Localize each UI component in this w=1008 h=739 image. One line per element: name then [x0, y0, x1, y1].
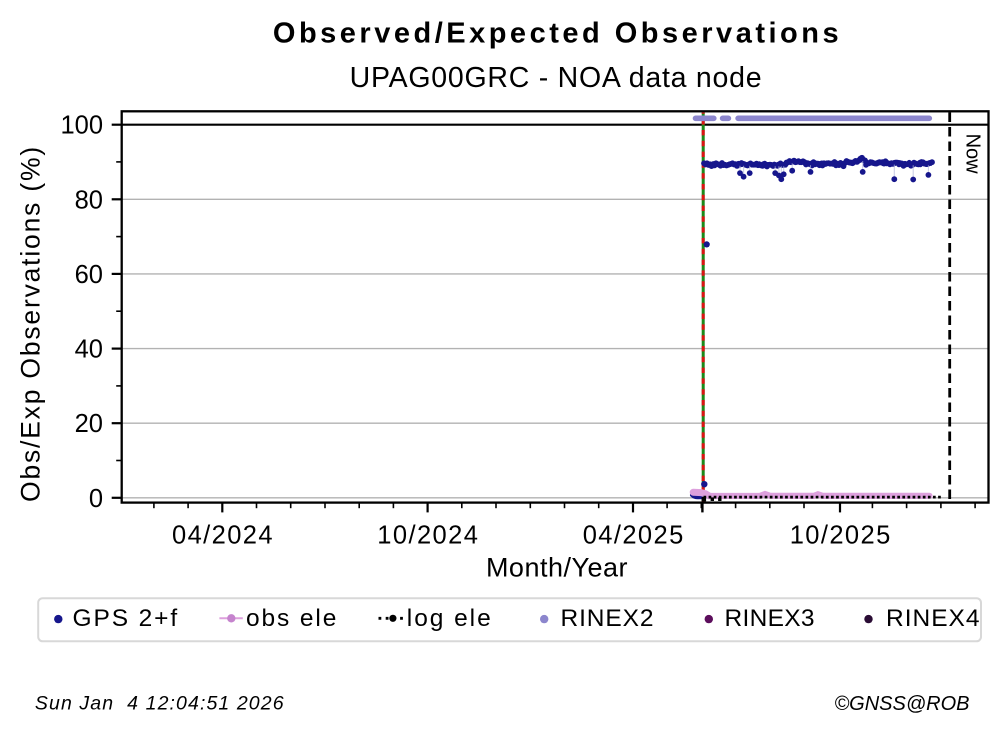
svg-text:RINEX2: RINEX2 — [561, 605, 655, 632]
svg-text:RINEX3: RINEX3 — [725, 605, 815, 632]
svg-text:log ele: log ele — [407, 605, 493, 632]
svg-text:04/2024: 04/2024 — [172, 522, 274, 550]
svg-text:40: 40 — [75, 336, 103, 364]
svg-text:obs ele: obs ele — [246, 605, 338, 632]
svg-text:20: 20 — [75, 410, 103, 438]
svg-text:10/2024: 10/2024 — [377, 522, 479, 550]
svg-text:100: 100 — [60, 112, 103, 140]
svg-text:UPAG00GRC - NOA data node: UPAG00GRC - NOA data node — [350, 62, 763, 94]
svg-text:04/2025: 04/2025 — [583, 522, 685, 550]
svg-text:60: 60 — [75, 261, 103, 289]
svg-text:80: 80 — [75, 186, 103, 214]
svg-text:Month/Year: Month/Year — [486, 553, 628, 583]
svg-text:©GNSS@ROB: ©GNSS@ROB — [834, 693, 969, 715]
svg-text:Sun Jan 4 12:04:51 2026: Sun Jan 4 12:04:51 2026 — [35, 693, 285, 715]
svg-text:Observed/Expected Observations: Observed/Expected Observations — [273, 18, 842, 50]
svg-text:Obs/Exp Observations (%): Obs/Exp Observations (%) — [16, 145, 46, 502]
svg-text:GPS 2+f: GPS 2+f — [73, 605, 180, 632]
svg-text:0: 0 — [89, 485, 103, 513]
svg-text:10/2025: 10/2025 — [790, 522, 892, 550]
svg-text:RINEX4: RINEX4 — [886, 605, 981, 632]
svg-text:Now: Now — [962, 134, 984, 175]
